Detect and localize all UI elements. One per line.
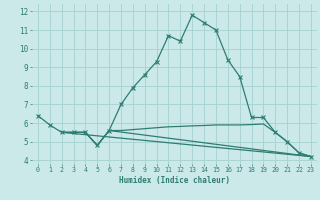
X-axis label: Humidex (Indice chaleur): Humidex (Indice chaleur) (119, 176, 230, 185)
